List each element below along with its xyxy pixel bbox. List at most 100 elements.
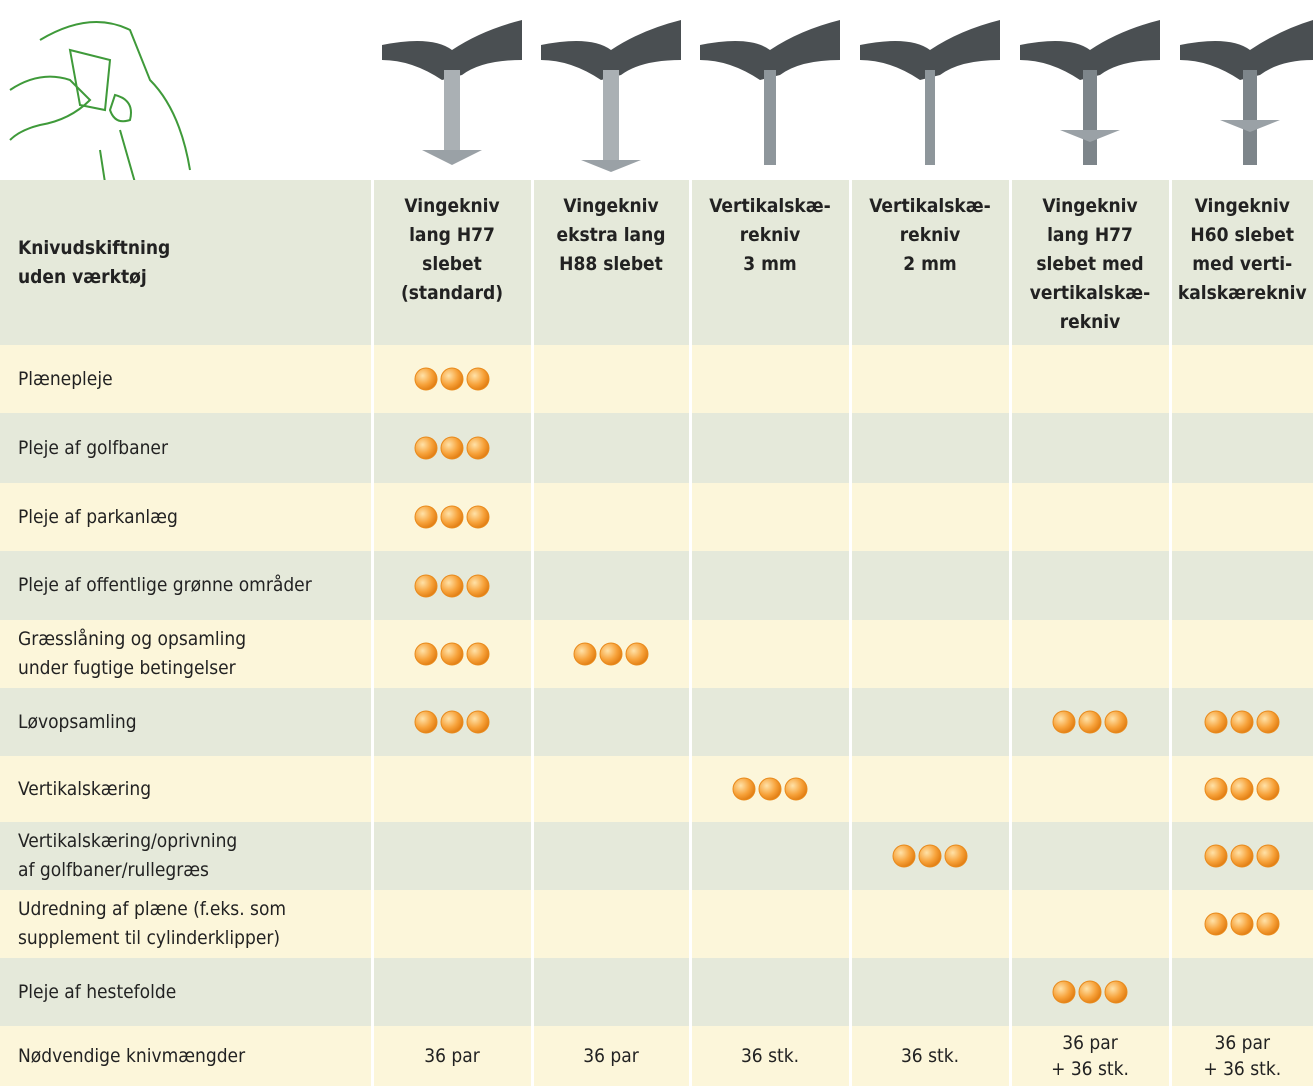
rating-dot xyxy=(440,574,464,597)
column-header: Vertikalskæ-rekniv 3 mm xyxy=(691,180,849,345)
rating-dot xyxy=(784,777,808,801)
text-line: H88 slebet xyxy=(559,253,663,275)
rating-cell xyxy=(533,822,689,890)
rating-cell xyxy=(1171,822,1313,890)
rating-dot xyxy=(1204,777,1228,801)
text-line: kalskærekniv xyxy=(1177,282,1307,304)
rating-cell xyxy=(373,958,531,1026)
rating-dot xyxy=(758,777,782,801)
text-line: Vertikalskæring xyxy=(18,777,152,800)
rating-dot xyxy=(1256,710,1280,734)
row-label: Vertikalskæring/oprivning af golfbaner/ru… xyxy=(0,822,371,890)
row-label: Pleje af golfbaner xyxy=(0,413,371,483)
text-line: uden værktøj xyxy=(18,265,147,288)
rating-dot xyxy=(1256,912,1280,936)
text-line: Græsslåning og opsamling xyxy=(18,628,247,650)
rating-dot xyxy=(466,574,490,597)
text-line: Vingekniv xyxy=(404,195,500,217)
rating-cell xyxy=(851,890,1009,958)
rating-dot xyxy=(440,436,464,460)
rating-cell xyxy=(1171,620,1313,688)
rating-cell xyxy=(1171,756,1313,822)
column-header: Vingekniv lang H77 slebet med vertikalskæ-r… xyxy=(1011,180,1169,345)
rating-cell xyxy=(533,688,689,756)
rating-dot xyxy=(1078,710,1102,734)
rating-cell xyxy=(691,688,849,756)
rating-cell xyxy=(851,688,1009,756)
text-line: slebet xyxy=(422,253,482,275)
rating-dot xyxy=(1052,710,1076,734)
rating-dot xyxy=(414,505,438,529)
rating-dot xyxy=(440,642,464,666)
row-label: Pleje af hestefolde xyxy=(0,958,371,1026)
rating xyxy=(732,777,808,801)
column-header: Vingekniv lang H77 slebet (standard) xyxy=(373,180,531,345)
rating-cell xyxy=(373,483,531,551)
rating-cell xyxy=(851,958,1009,1026)
rating xyxy=(573,642,649,666)
rating-cell xyxy=(533,413,689,483)
rating-cell xyxy=(691,756,849,822)
rating xyxy=(414,642,490,666)
text-line: rekniv xyxy=(739,224,801,246)
rating-cell xyxy=(851,620,1009,688)
text-line: + 36 stk. xyxy=(1203,1058,1282,1080)
text-line: rekniv xyxy=(1059,311,1121,333)
rating-cell xyxy=(851,413,1009,483)
rating-cell xyxy=(1171,551,1313,620)
rating-cell xyxy=(851,483,1009,551)
rating-dot xyxy=(440,505,464,529)
rating-dot xyxy=(1256,844,1280,868)
rating-cell xyxy=(533,890,689,958)
rating-dot xyxy=(414,710,438,734)
text-line: med verti- xyxy=(1192,253,1293,275)
text-line: 36 stk. xyxy=(900,1045,960,1067)
text-line: Vingekniv xyxy=(1042,195,1138,217)
rating-dot xyxy=(599,642,623,666)
text-line: Nødvendige knivmængder xyxy=(18,1044,246,1067)
row-label: Pleje af parkanlæg xyxy=(0,483,371,551)
rating-cell xyxy=(1011,345,1169,413)
rating-dot xyxy=(918,844,942,868)
amount-cell: 36 par + 36 stk. xyxy=(1171,1026,1313,1086)
text-line: Udredning af plæne (f.eks. som xyxy=(18,898,287,920)
row-label: Plænepleje xyxy=(0,345,371,413)
text-line: 36 stk. xyxy=(740,1045,800,1067)
rating-cell xyxy=(373,551,531,620)
rating-dot xyxy=(466,367,490,391)
rating-cell xyxy=(533,620,689,688)
text-line: under fugtige betingelser xyxy=(18,657,236,679)
text-line: Vertikalskæ- xyxy=(869,195,991,217)
rating-cell xyxy=(691,551,849,620)
rating-cell xyxy=(1171,483,1313,551)
text-line: Plænepleje xyxy=(18,367,113,390)
rating-dot xyxy=(1104,710,1128,734)
header-illustrations xyxy=(9,20,1313,180)
text-line: + 36 stk. xyxy=(1051,1058,1129,1080)
column-header: Vertikalskæ-rekniv 2 mm xyxy=(851,180,1009,345)
rating-cell xyxy=(533,345,689,413)
rating-dot xyxy=(466,436,490,460)
rating-cell xyxy=(373,413,531,483)
text-line: Knivudskiftning xyxy=(18,236,171,259)
rating-cell xyxy=(1011,958,1169,1026)
rating-dot xyxy=(1078,980,1102,1004)
text-line: lang H77 xyxy=(409,224,495,246)
text-line: Vertikalskæring/oprivning xyxy=(18,830,238,852)
row-label: Græsslåning og opsamling under fugtige be… xyxy=(0,620,371,688)
text-line: Vingekniv xyxy=(1194,195,1290,217)
text-line: Løvopsamling xyxy=(18,710,137,733)
rating-cell xyxy=(1011,756,1169,822)
text-line: (standard) xyxy=(400,282,504,304)
rating-cell xyxy=(1011,483,1169,551)
rating-cell xyxy=(1171,413,1313,483)
rating-dot xyxy=(414,574,438,597)
text-line: Vertikalskæ- xyxy=(709,195,831,217)
rating-cell xyxy=(851,822,1009,890)
rating-cell xyxy=(1171,890,1313,958)
rating-cell xyxy=(533,483,689,551)
rating-dot xyxy=(440,710,464,734)
rating-cell xyxy=(1011,890,1169,958)
rating-dot xyxy=(1052,980,1076,1004)
text-line: 2 mm xyxy=(903,253,957,275)
